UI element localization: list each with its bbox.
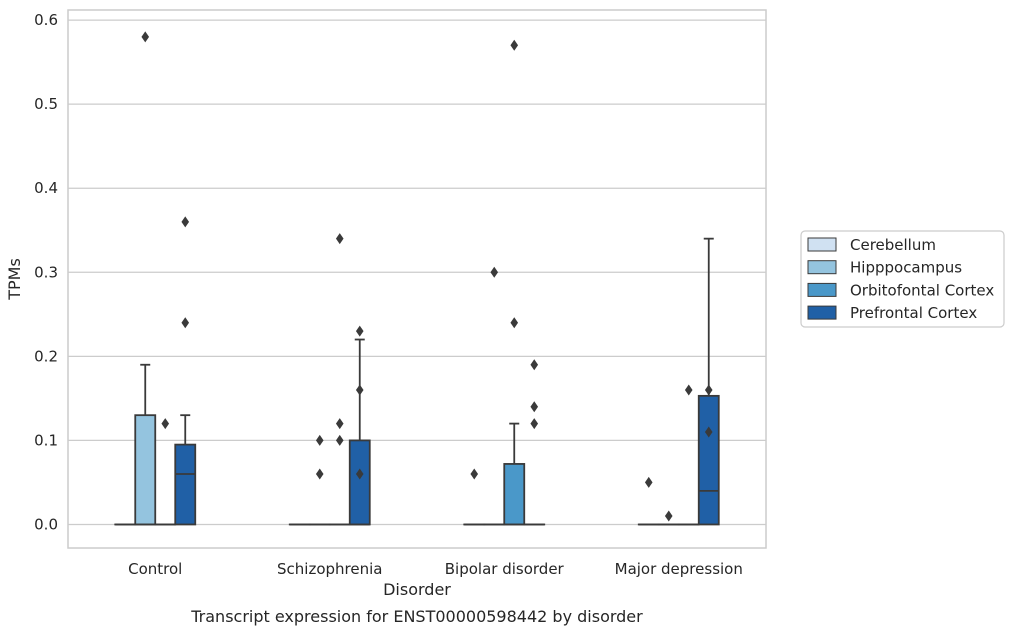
box-group: [308, 434, 331, 526]
axis-ticks: 0.0 0.1 0.2 0.3 0.4 0.5 0.6 Control Schizophreni…: [34, 11, 743, 578]
legend-label: Hipppocampus: [850, 259, 962, 277]
box-group: [503, 39, 526, 526]
box-group: [697, 237, 720, 526]
legend-swatch: [807, 305, 837, 320]
box-group: [483, 266, 506, 526]
box-group: [523, 359, 546, 526]
x-tick-label: Control: [128, 560, 182, 578]
outlier-point: [530, 418, 539, 430]
box-group: [134, 31, 157, 526]
box-body: [697, 394, 720, 526]
outlier-point: [355, 325, 364, 337]
outlier-point: [335, 233, 344, 245]
outlier-point: [684, 384, 693, 396]
box-group: [637, 476, 660, 526]
y-tick-label: 0.0: [34, 515, 58, 533]
y-tick-label: 0.4: [34, 179, 58, 197]
outlier-point: [704, 384, 713, 396]
outlier-point: [664, 510, 673, 522]
y-tick-label: 0.6: [34, 11, 58, 29]
legend-label: Prefrontal Cortex: [850, 304, 977, 322]
box-group: [463, 468, 486, 526]
box-group: [154, 418, 177, 526]
box-body: [134, 414, 157, 526]
outlier-point: [644, 476, 653, 488]
grid-lines: [68, 19, 766, 526]
y-tick-label: 0.3: [34, 263, 58, 281]
y-axis-label: TPMs: [5, 258, 24, 301]
outlier-point: [490, 266, 499, 278]
outlier-point: [510, 317, 519, 329]
outlier-point: [530, 359, 539, 371]
x-tick-label: Bipolar disorder: [445, 560, 565, 578]
box-group: [348, 325, 371, 526]
outlier-point: [315, 434, 324, 446]
y-tick-label: 0.1: [34, 431, 58, 449]
box-body: [174, 443, 197, 526]
legend: Cerebellum Hipppocampus Orbitofontal Corte…: [800, 230, 1005, 328]
box-group: [174, 216, 197, 526]
outlier-point: [335, 418, 344, 430]
outlier-point: [181, 317, 190, 329]
x-tick-label: Schizophrenia: [277, 560, 382, 578]
x-tick-label: Major depression: [615, 560, 743, 578]
y-tick-label: 0.5: [34, 95, 58, 113]
outlier-point: [704, 426, 713, 438]
outlier-point: [141, 31, 150, 43]
box-group: [328, 233, 351, 526]
legend-frame: [800, 230, 1005, 328]
legend-label: Cerebellum: [850, 236, 936, 254]
x-axis-label: Disorder: [383, 580, 451, 599]
outlier-point: [315, 468, 324, 480]
plot-area-frame: [67, 9, 767, 549]
legend-swatch: [807, 237, 837, 252]
outlier-point: [355, 468, 364, 480]
box-body: [348, 439, 371, 526]
outlier-point: [161, 418, 170, 430]
box-body: [503, 463, 526, 526]
legend-swatch: [807, 282, 837, 297]
outlier-point: [470, 468, 479, 480]
chart-marks: [114, 31, 720, 526]
outlier-point: [181, 216, 190, 228]
box-group: [677, 384, 700, 526]
outlier-point: [355, 384, 364, 396]
legend-label: Orbitofontal Cortex: [850, 281, 994, 299]
y-tick-label: 0.2: [34, 347, 58, 365]
legend-swatch: [807, 260, 837, 275]
outlier-point: [510, 39, 519, 51]
box-group: [657, 510, 680, 526]
outlier-point: [530, 401, 539, 413]
chart-caption: Transcript expression for ENST0000059844…: [190, 607, 643, 626]
outlier-point: [335, 434, 344, 446]
